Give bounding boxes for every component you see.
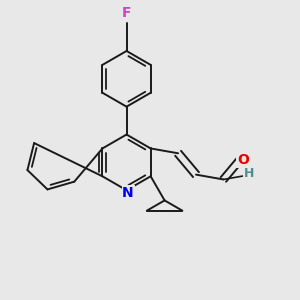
Text: F: F — [122, 6, 131, 20]
Text: O: O — [237, 153, 249, 167]
Text: N: N — [122, 186, 134, 200]
Text: H: H — [244, 167, 254, 180]
